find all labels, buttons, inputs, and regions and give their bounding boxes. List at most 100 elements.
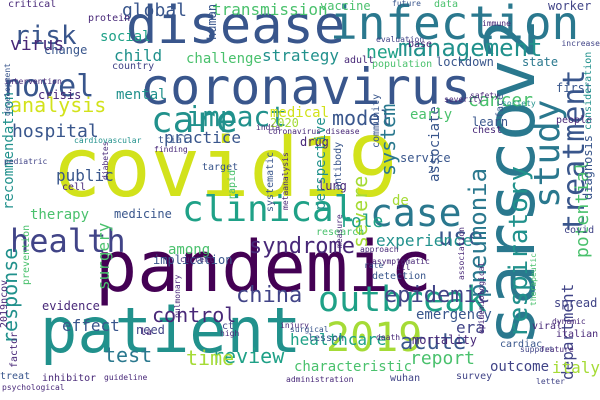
word-child: child (114, 46, 163, 65)
word-high: high (220, 329, 240, 338)
word-prevention: prevention (21, 224, 32, 285)
word-first: first (556, 81, 593, 95)
word-worker: worker (548, 0, 592, 13)
word-covid19: covid19 (52, 121, 398, 216)
word-medicine: medicine (114, 207, 172, 221)
word-infection: infection (330, 0, 580, 50)
word-current: current (180, 255, 214, 264)
word-ct: ct (222, 321, 235, 332)
word-diabetes: diabetes (101, 141, 110, 180)
word-india: india (256, 123, 281, 132)
word-health: health (10, 222, 126, 260)
word-treat: treat (0, 371, 31, 382)
word-human: human (205, 3, 219, 40)
word-analysis: analysis (10, 93, 107, 117)
word-evaluation: evaluation (376, 35, 425, 44)
word-letter: letter (536, 377, 565, 386)
word-immune: immune (482, 19, 511, 28)
word-pandemic: pandemic (95, 226, 433, 308)
word-global: global (122, 0, 188, 21)
word-service: service (400, 151, 451, 165)
word-detection: detection (372, 271, 427, 282)
word-surgical: surgical (290, 325, 329, 334)
word-cardiac: cardiac (500, 339, 543, 350)
word-cardiovascular: cardiovascular (74, 136, 142, 145)
word-time: time (186, 346, 235, 370)
word-implication: implication (153, 253, 233, 267)
word-patient: patient (40, 294, 302, 367)
word-development: development (3, 63, 12, 116)
word-psychological: psychological (2, 383, 65, 392)
word-role: role (340, 211, 384, 232)
word-2019: 2019 (326, 315, 423, 361)
word-safety: safety (470, 91, 499, 100)
word-injury: injury (280, 321, 309, 330)
word-therapeutic: therapeutic (529, 253, 538, 306)
word-spread: spread (554, 296, 598, 310)
word-early: early (410, 107, 453, 123)
word-experience: experience (376, 231, 473, 250)
word-use: use (438, 222, 484, 251)
word-control: control (152, 303, 237, 327)
word-review: review (212, 344, 285, 368)
word-outcome: outcome (490, 359, 550, 375)
word-era: era (456, 318, 485, 337)
word-covid: covid (564, 225, 595, 236)
word-drug: drug (300, 135, 329, 149)
word-report: report (410, 348, 476, 369)
word-test: test (104, 343, 153, 367)
word-italian: italian (556, 329, 599, 340)
word-society: society (502, 99, 536, 108)
word-factor: factor (9, 331, 20, 368)
word-target: target (202, 162, 239, 173)
word-therapy: therapy (30, 207, 90, 223)
word-model: model (332, 106, 393, 130)
word-systematic: systematic (265, 151, 276, 212)
word-lung: lung (318, 179, 347, 193)
word-adult: adult (344, 55, 375, 66)
word-diagnosis: diagnosis (581, 134, 595, 200)
word-consideration: consideration (583, 51, 594, 130)
word-la: la (140, 327, 153, 338)
word-dynamic: dynamic (552, 317, 586, 326)
word-metaanalysis: metaanalysis (281, 152, 290, 210)
word-pulmonary: pulmonary (173, 274, 182, 318)
word-increase: increase (561, 39, 600, 48)
word-data: data (434, 0, 459, 10)
word-survey: survey (456, 371, 493, 382)
word-learn: learn (472, 115, 509, 129)
word-characteristic: characteristic (294, 359, 413, 375)
word-vaccine: vaccine (320, 0, 371, 13)
word-pediatric: pediatric (4, 157, 48, 166)
word-chest: chest (472, 125, 503, 136)
word-ill: ill (396, 263, 411, 272)
word-mental: mental (116, 87, 167, 103)
word-risk: risk (14, 21, 77, 51)
word-evidence: evidence (42, 299, 100, 313)
word-finding: finding (154, 145, 188, 154)
word-epidemiological: epidemiological (477, 261, 486, 334)
word-impact: impact (186, 100, 288, 133)
word-support: support (520, 345, 554, 354)
word-lesson: lesson (308, 333, 345, 344)
word-public: public (56, 166, 114, 185)
word-future: future (392, 0, 421, 8)
word-population: population (372, 59, 433, 70)
word-state: state (522, 55, 559, 69)
word-acute: acute (400, 330, 467, 355)
word-country: country (112, 61, 155, 72)
word-2: 2 (428, 165, 435, 176)
word-coronavirus-disease: coronavirus disease (268, 127, 360, 136)
word-hospital: hospital (12, 121, 99, 142)
word-severity: severity (444, 95, 483, 104)
word-viral: viral (532, 321, 563, 332)
word-management: management (398, 34, 543, 62)
word-mortality: mortality (412, 333, 478, 347)
word-antibody: antibody (333, 141, 344, 190)
word-clinical: clinical (182, 189, 356, 230)
word-trial: trial (158, 135, 189, 146)
word-china: china (236, 283, 303, 308)
word-among: among (168, 242, 211, 258)
word-asymptomatic: asymptomatic (372, 257, 430, 266)
word-disease: disease (126, 0, 346, 56)
